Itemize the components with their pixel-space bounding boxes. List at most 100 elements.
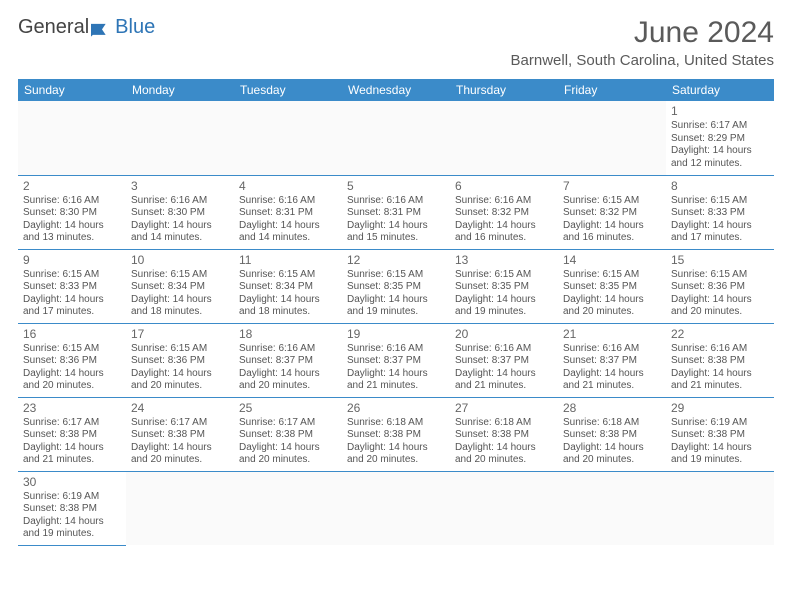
sunset-line: Sunset: 8:36 PM bbox=[671, 281, 769, 294]
day-number: 18 bbox=[239, 327, 337, 342]
sunrise-line: Sunrise: 6:17 AM bbox=[671, 120, 769, 133]
calendar-cell: 9Sunrise: 6:15 AMSunset: 8:33 PMDaylight… bbox=[18, 249, 126, 323]
daylight-line: Daylight: 14 hours and 18 minutes. bbox=[239, 294, 337, 319]
sunset-line: Sunset: 8:38 PM bbox=[455, 429, 553, 442]
col-saturday: Saturday bbox=[666, 79, 774, 101]
daylight-line: Daylight: 14 hours and 20 minutes. bbox=[239, 368, 337, 393]
day-number: 4 bbox=[239, 179, 337, 194]
daylight-line: Daylight: 14 hours and 19 minutes. bbox=[347, 294, 445, 319]
day-number: 13 bbox=[455, 253, 553, 268]
flag-icon bbox=[91, 20, 113, 36]
day-number: 2 bbox=[23, 179, 121, 194]
day-number: 14 bbox=[563, 253, 661, 268]
calendar-body: 1Sunrise: 6:17 AMSunset: 8:29 PMDaylight… bbox=[18, 101, 774, 545]
sunset-line: Sunset: 8:32 PM bbox=[563, 207, 661, 220]
col-monday: Monday bbox=[126, 79, 234, 101]
day-number: 11 bbox=[239, 253, 337, 268]
sunrise-line: Sunrise: 6:16 AM bbox=[239, 195, 337, 208]
sunset-line: Sunset: 8:37 PM bbox=[455, 355, 553, 368]
title-block: June 2024 Barnwell, South Carolina, Unit… bbox=[511, 16, 774, 69]
sunrise-line: Sunrise: 6:17 AM bbox=[131, 417, 229, 430]
calendar-cell bbox=[234, 471, 342, 545]
sunrise-line: Sunrise: 6:15 AM bbox=[455, 269, 553, 282]
sunrise-line: Sunrise: 6:15 AM bbox=[563, 195, 661, 208]
daylight-line: Daylight: 14 hours and 21 minutes. bbox=[347, 368, 445, 393]
day-number: 3 bbox=[131, 179, 229, 194]
sunrise-line: Sunrise: 6:16 AM bbox=[671, 343, 769, 356]
day-number: 19 bbox=[347, 327, 445, 342]
daylight-line: Daylight: 14 hours and 21 minutes. bbox=[23, 442, 121, 467]
sunrise-line: Sunrise: 6:18 AM bbox=[563, 417, 661, 430]
day-number: 16 bbox=[23, 327, 121, 342]
day-number: 20 bbox=[455, 327, 553, 342]
day-number: 26 bbox=[347, 401, 445, 416]
day-number: 28 bbox=[563, 401, 661, 416]
calendar-cell: 30Sunrise: 6:19 AMSunset: 8:38 PMDayligh… bbox=[18, 471, 126, 545]
daylight-line: Daylight: 14 hours and 17 minutes. bbox=[671, 220, 769, 245]
calendar-week: 30Sunrise: 6:19 AMSunset: 8:38 PMDayligh… bbox=[18, 471, 774, 545]
calendar-cell bbox=[558, 471, 666, 545]
day-number: 12 bbox=[347, 253, 445, 268]
sunset-line: Sunset: 8:33 PM bbox=[23, 281, 121, 294]
sunset-line: Sunset: 8:38 PM bbox=[239, 429, 337, 442]
sunset-line: Sunset: 8:31 PM bbox=[347, 207, 445, 220]
sunrise-line: Sunrise: 6:19 AM bbox=[671, 417, 769, 430]
calendar-cell: 26Sunrise: 6:18 AMSunset: 8:38 PMDayligh… bbox=[342, 397, 450, 471]
calendar-cell: 3Sunrise: 6:16 AMSunset: 8:30 PMDaylight… bbox=[126, 175, 234, 249]
sunset-line: Sunset: 8:35 PM bbox=[455, 281, 553, 294]
calendar-cell: 14Sunrise: 6:15 AMSunset: 8:35 PMDayligh… bbox=[558, 249, 666, 323]
sunrise-line: Sunrise: 6:15 AM bbox=[23, 343, 121, 356]
calendar-cell: 17Sunrise: 6:15 AMSunset: 8:36 PMDayligh… bbox=[126, 323, 234, 397]
sunrise-line: Sunrise: 6:15 AM bbox=[239, 269, 337, 282]
day-number: 24 bbox=[131, 401, 229, 416]
sunset-line: Sunset: 8:30 PM bbox=[131, 207, 229, 220]
calendar-cell: 16Sunrise: 6:15 AMSunset: 8:36 PMDayligh… bbox=[18, 323, 126, 397]
calendar-cell bbox=[450, 101, 558, 175]
day-number: 21 bbox=[563, 327, 661, 342]
sunset-line: Sunset: 8:30 PM bbox=[23, 207, 121, 220]
sunrise-line: Sunrise: 6:15 AM bbox=[671, 195, 769, 208]
sunset-line: Sunset: 8:35 PM bbox=[563, 281, 661, 294]
sunset-line: Sunset: 8:37 PM bbox=[239, 355, 337, 368]
sunset-line: Sunset: 8:38 PM bbox=[131, 429, 229, 442]
calendar-cell: 29Sunrise: 6:19 AMSunset: 8:38 PMDayligh… bbox=[666, 397, 774, 471]
calendar-cell: 2Sunrise: 6:16 AMSunset: 8:30 PMDaylight… bbox=[18, 175, 126, 249]
day-number: 7 bbox=[563, 179, 661, 194]
sunrise-line: Sunrise: 6:16 AM bbox=[131, 195, 229, 208]
daylight-line: Daylight: 14 hours and 20 minutes. bbox=[23, 368, 121, 393]
sunrise-line: Sunrise: 6:15 AM bbox=[131, 343, 229, 356]
calendar-cell: 28Sunrise: 6:18 AMSunset: 8:38 PMDayligh… bbox=[558, 397, 666, 471]
sunset-line: Sunset: 8:38 PM bbox=[23, 503, 121, 516]
sunrise-line: Sunrise: 6:18 AM bbox=[347, 417, 445, 430]
day-number: 27 bbox=[455, 401, 553, 416]
sunrise-line: Sunrise: 6:16 AM bbox=[347, 195, 445, 208]
col-sunday: Sunday bbox=[18, 79, 126, 101]
sunrise-line: Sunrise: 6:16 AM bbox=[563, 343, 661, 356]
calendar-cell bbox=[666, 471, 774, 545]
daylight-line: Daylight: 14 hours and 20 minutes. bbox=[131, 442, 229, 467]
daylight-line: Daylight: 14 hours and 17 minutes. bbox=[23, 294, 121, 319]
day-number: 25 bbox=[239, 401, 337, 416]
calendar-cell: 12Sunrise: 6:15 AMSunset: 8:35 PMDayligh… bbox=[342, 249, 450, 323]
sunset-line: Sunset: 8:29 PM bbox=[671, 133, 769, 146]
sunrise-line: Sunrise: 6:17 AM bbox=[239, 417, 337, 430]
daylight-line: Daylight: 14 hours and 20 minutes. bbox=[131, 368, 229, 393]
sunrise-line: Sunrise: 6:15 AM bbox=[671, 269, 769, 282]
calendar-cell bbox=[450, 471, 558, 545]
calendar-cell: 18Sunrise: 6:16 AMSunset: 8:37 PMDayligh… bbox=[234, 323, 342, 397]
col-thursday: Thursday bbox=[450, 79, 558, 101]
day-number: 17 bbox=[131, 327, 229, 342]
sunset-line: Sunset: 8:38 PM bbox=[671, 429, 769, 442]
calendar-week: 23Sunrise: 6:17 AMSunset: 8:38 PMDayligh… bbox=[18, 397, 774, 471]
calendar-cell bbox=[18, 101, 126, 175]
day-number: 10 bbox=[131, 253, 229, 268]
calendar-cell bbox=[126, 471, 234, 545]
calendar-cell: 24Sunrise: 6:17 AMSunset: 8:38 PMDayligh… bbox=[126, 397, 234, 471]
calendar-cell: 23Sunrise: 6:17 AMSunset: 8:38 PMDayligh… bbox=[18, 397, 126, 471]
sunset-line: Sunset: 8:38 PM bbox=[671, 355, 769, 368]
day-number: 6 bbox=[455, 179, 553, 194]
day-number: 15 bbox=[671, 253, 769, 268]
day-number: 8 bbox=[671, 179, 769, 194]
sunset-line: Sunset: 8:36 PM bbox=[23, 355, 121, 368]
daylight-line: Daylight: 14 hours and 20 minutes. bbox=[563, 294, 661, 319]
